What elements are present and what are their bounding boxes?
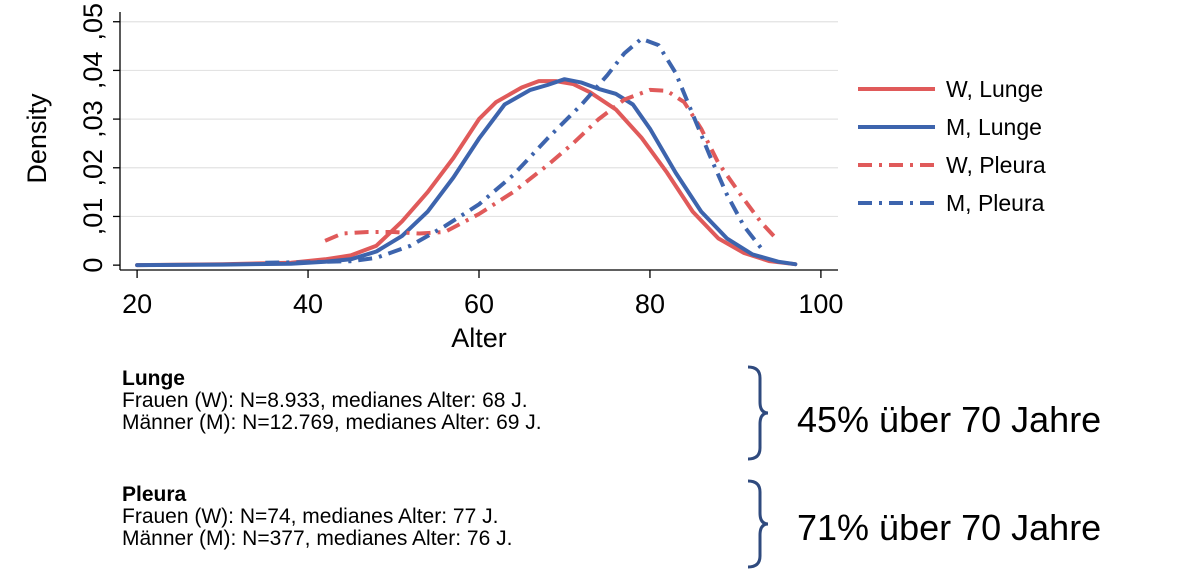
x-tick-label-3: 80 <box>635 289 665 319</box>
lunge-info: Lunge Frauen (W): N=8.933, medianes Alte… <box>122 368 542 434</box>
y-tick-label-2: ,02 <box>78 149 108 187</box>
y-tick-label-0: 0 <box>78 258 108 273</box>
pleura-men-line: Männer (M): N=377, medianes Alter: 76 J. <box>122 527 513 550</box>
lunge-men-line: Männer (M): N=12.769, medianes Alter: 69… <box>122 411 542 434</box>
lunge-summary: 45% über 70 Jahre <box>797 399 1102 440</box>
legend-label-2: W, Pleura <box>946 152 1046 178</box>
y-tick-label-5: ,05 <box>78 3 108 41</box>
y-tick-label-1: ,01 <box>78 198 108 236</box>
series-line-3 <box>265 36 763 265</box>
legend-label-1: M, Lunge <box>946 114 1042 140</box>
series-line-2 <box>324 87 780 243</box>
x-tick-label-1: 40 <box>293 289 323 319</box>
brace-lunge-path <box>747 365 769 461</box>
y-tick-label-4: ,04 <box>78 52 108 90</box>
brace-lunge <box>747 365 769 461</box>
series-line-1 <box>135 77 798 268</box>
pleura-heading: Pleura <box>122 483 187 506</box>
axes: 0 ,01 ,02 ,03 ,04 ,05 20 40 60 80 100 Alter Density <box>22 3 843 353</box>
x-tick-label-0: 20 <box>122 289 152 319</box>
x-axis-title: Alter <box>451 323 507 353</box>
legend-label-0: W, Lunge <box>946 76 1043 102</box>
brace-pleura-path <box>747 479 769 569</box>
legend: W, Lunge M, Lunge W, Pleura M, Pleura <box>858 76 1046 216</box>
y-tick-label-3: ,03 <box>78 100 108 138</box>
lunge-heading: Lunge <box>122 367 185 390</box>
lunge-women-line: Frauen (W): N=8.933, medianes Alter: 68 … <box>122 389 528 412</box>
pleura-summary: 71% über 70 Jahre <box>797 507 1102 548</box>
y-axis-title: Density <box>22 93 52 184</box>
pleura-info: Pleura Frauen (W): N=74, medianes Alter:… <box>122 484 512 550</box>
legend-label-3: M, Pleura <box>946 190 1045 216</box>
series-lines <box>135 36 798 268</box>
series-line-0 <box>135 79 798 268</box>
x-tick-label-2: 60 <box>464 289 494 319</box>
pleura-women-line: Frauen (W): N=74, medianes Alter: 77 J. <box>122 505 499 528</box>
x-tick-label-4: 100 <box>798 289 843 319</box>
brace-pleura <box>747 479 769 569</box>
